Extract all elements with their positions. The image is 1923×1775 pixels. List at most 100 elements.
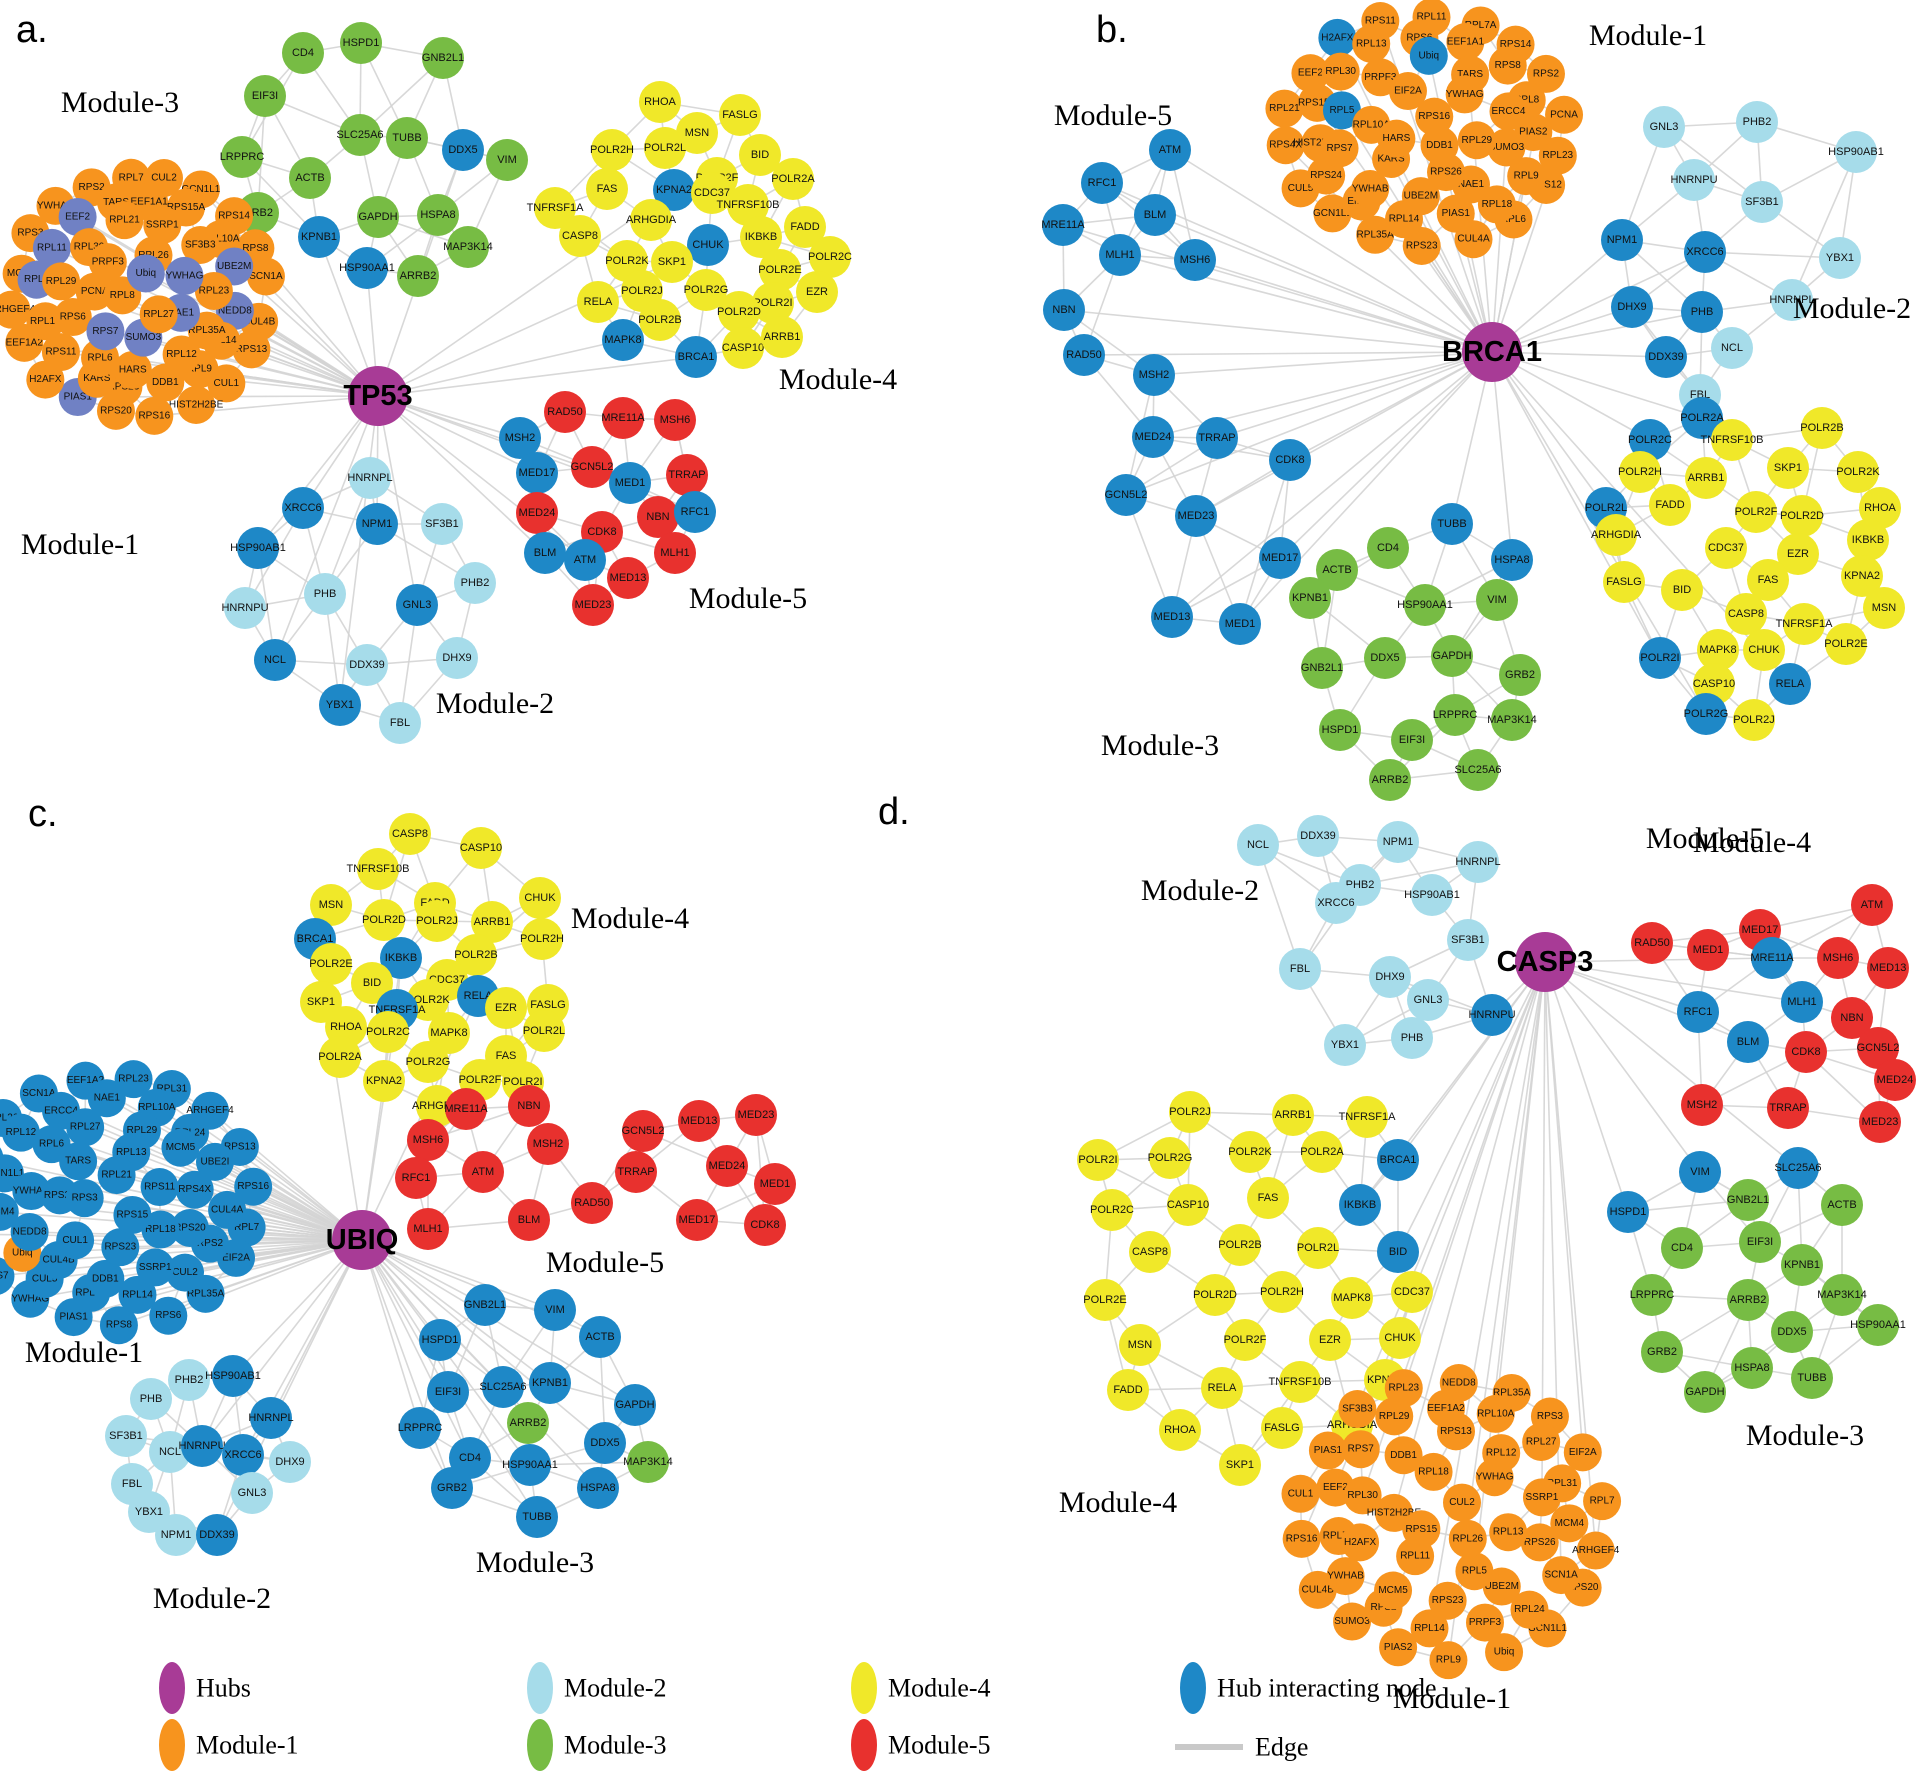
node-GAPDH — [1431, 635, 1473, 677]
node-POLR2C — [1629, 419, 1671, 461]
node-GCN5L2 — [622, 1110, 664, 1152]
node-HSP90AB1 — [237, 527, 279, 569]
node-GNL3 — [396, 584, 438, 626]
node-MED23 — [1859, 1101, 1901, 1143]
node-KPNA2 — [363, 1060, 405, 1102]
edge — [377, 189, 675, 397]
node-LRPPRC — [1434, 694, 1476, 736]
node-POLR2I — [1077, 1139, 1119, 1181]
node-HSPA8 — [417, 194, 459, 236]
node-POLR2K — [1229, 1131, 1271, 1173]
node-MAPK8 — [428, 1012, 470, 1054]
edge — [1239, 459, 1291, 625]
node-POLR2H — [1619, 451, 1661, 493]
node-POLR2I — [1639, 637, 1681, 679]
node-KPNA2 — [1841, 555, 1883, 597]
node-EIF3I — [427, 1371, 469, 1413]
node-NEDD8 — [10, 1213, 49, 1252]
node-RPL9 — [1507, 157, 1546, 196]
node-ACTB — [289, 157, 331, 199]
node-YWHAB — [1326, 1557, 1365, 1596]
node-RPL21 — [105, 201, 144, 240]
node-SSRP1 — [136, 1248, 175, 1287]
node-GRB2 — [1641, 1331, 1683, 1373]
node-MLH1 — [1099, 234, 1141, 276]
node-MED23 — [735, 1094, 777, 1136]
node-CUL1 — [1281, 1474, 1320, 1513]
node-RPL24 — [1510, 1590, 1549, 1629]
node-DHX9 — [436, 637, 478, 679]
node-RPL23 — [114, 1060, 153, 1099]
node-RPS4X — [1266, 126, 1305, 165]
node-SUMO3 — [1487, 128, 1526, 167]
node-POLR2D — [363, 899, 405, 941]
edge — [361, 1239, 421, 1429]
node-PHB2 — [168, 1359, 210, 1401]
node-TNFRSF10B — [357, 848, 399, 890]
node-DHX9 — [269, 1441, 311, 1483]
node-KPNB1 — [1781, 1244, 1823, 1286]
node-BLM — [1727, 1021, 1769, 1063]
node-VIM — [1476, 579, 1518, 621]
node-EZR — [1309, 1319, 1351, 1361]
panel-a-labels: Module-3 Module-4 Module-5 Module-2 Module-1… — [16, 9, 897, 720]
node-VIM — [1679, 1151, 1721, 1193]
node-GNL3 — [1643, 106, 1685, 148]
node-RPS13 — [232, 330, 271, 369]
node-RAD50 — [544, 391, 586, 433]
node-MED1 — [1219, 603, 1261, 645]
node-POLR2G — [1685, 693, 1727, 735]
node-HIST2H2BE — [1374, 1493, 1413, 1532]
node-YBX1 — [319, 684, 361, 726]
node-FBL — [379, 702, 421, 744]
node-RPS11 — [41, 333, 80, 372]
node-SSRP1 — [1522, 1478, 1561, 1517]
node-BLM — [1134, 194, 1176, 236]
node-MED24 — [516, 492, 558, 534]
node-RPL27 — [66, 1108, 105, 1147]
node-RPL21 — [1265, 89, 1304, 128]
edge — [1063, 309, 1493, 353]
node-POLR2F — [1735, 491, 1777, 533]
node-MED13 — [1151, 596, 1193, 638]
node-MCM5 — [1374, 1571, 1413, 1610]
node-EIF2A — [1388, 72, 1427, 111]
node-CD4 — [1661, 1227, 1703, 1269]
node-MSN — [676, 112, 718, 154]
node-RPL7 — [1583, 1482, 1622, 1521]
node-MED24 — [1874, 1059, 1916, 1101]
node-ARHGEF4 — [1576, 1531, 1615, 1570]
node-GCN5L2 — [1857, 1027, 1899, 1069]
node-POLR2D — [1194, 1274, 1236, 1316]
node-GNB2L1 — [1301, 647, 1343, 689]
node-SCN1A — [1542, 1556, 1581, 1595]
node-MAPK8 — [602, 319, 644, 361]
node-MAPK8 — [1697, 629, 1739, 671]
node-RPL12 — [1, 1113, 40, 1152]
node-POLR2G — [685, 269, 727, 311]
node-POLR2L — [1297, 1227, 1339, 1269]
node-IKBKB — [380, 937, 422, 979]
node-XRCC6 — [1315, 882, 1357, 924]
node-EZR — [485, 987, 527, 1029]
node-SSRP1 — [143, 205, 182, 244]
node-SKP1 — [1767, 447, 1809, 489]
module-label-d-Module-5: Module-5 — [1646, 822, 1764, 855]
node-UBE2I — [195, 1142, 234, 1181]
node-TRRAP — [1196, 417, 1238, 459]
panel-c-labels: Module-4 Module-5 Module-2 Module-3 Module-1… — [25, 793, 689, 1615]
edge — [339, 395, 379, 706]
node-PHB — [304, 573, 346, 615]
node-RPL23 — [194, 271, 233, 310]
node-GNL3 — [1407, 979, 1449, 1021]
module-label-a-Module-3: Module-3 — [61, 86, 179, 119]
node-MLH1 — [407, 1208, 449, 1250]
node-FADD — [784, 206, 826, 248]
node-TNFRSF10B — [727, 184, 769, 226]
hub-node-TP53 — [348, 366, 408, 426]
node-POLR2G — [407, 1041, 449, 1083]
node-RPL14 — [1410, 1609, 1449, 1648]
legend-swatch-module2 — [527, 1662, 553, 1714]
node-ARRB1 — [471, 901, 513, 943]
